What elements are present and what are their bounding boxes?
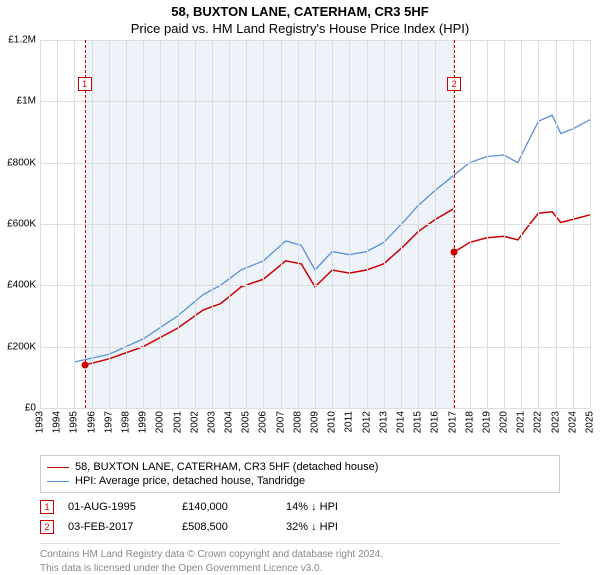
footer-line: Contains HM Land Registry data © Crown c… [40,548,560,562]
legend-item-price: 58, BUXTON LANE, CATERHAM, CR3 5HF (deta… [47,460,553,474]
chart-title: 58, BUXTON LANE, CATERHAM, CR3 5HF [0,0,600,19]
sale-date: 01-AUG-1995 [68,501,168,513]
sale-number-badge: 1 [40,500,54,514]
sales-list: 1 01-AUG-1995 £140,000 14% ↓ HPI 2 03-FE… [40,497,560,537]
chart-subtitle: Price paid vs. HM Land Registry's House … [0,19,600,40]
footer-line: This data is licensed under the Open Gov… [40,562,560,575]
sale-price: £508,500 [182,521,272,533]
sale-delta: 14% ↓ HPI [286,501,338,513]
sale-price: £140,000 [182,501,272,513]
sale-row: 2 03-FEB-2017 £508,500 32% ↓ HPI [40,517,560,537]
legend-label: HPI: Average price, detached house, Tand… [75,475,305,487]
legend-box: 58, BUXTON LANE, CATERHAM, CR3 5HF (deta… [40,455,560,493]
x-axis-ticks: 1993199419951996199719981999200020012002… [40,409,590,451]
legend-item-hpi: HPI: Average price, detached house, Tand… [47,474,553,488]
footer-attribution: Contains HM Land Registry data © Crown c… [40,543,560,575]
legend-label: 58, BUXTON LANE, CATERHAM, CR3 5HF (deta… [75,461,378,473]
legend-swatch [47,467,69,468]
chart-plot-area: £0£200K£400K£600K£800K£1M£1.2M12 [40,40,590,409]
legend-swatch [47,481,69,482]
sale-number-badge: 2 [40,520,54,534]
sale-row: 1 01-AUG-1995 £140,000 14% ↓ HPI [40,497,560,517]
sale-date: 03-FEB-2017 [68,521,168,533]
sale-delta: 32% ↓ HPI [286,521,338,533]
